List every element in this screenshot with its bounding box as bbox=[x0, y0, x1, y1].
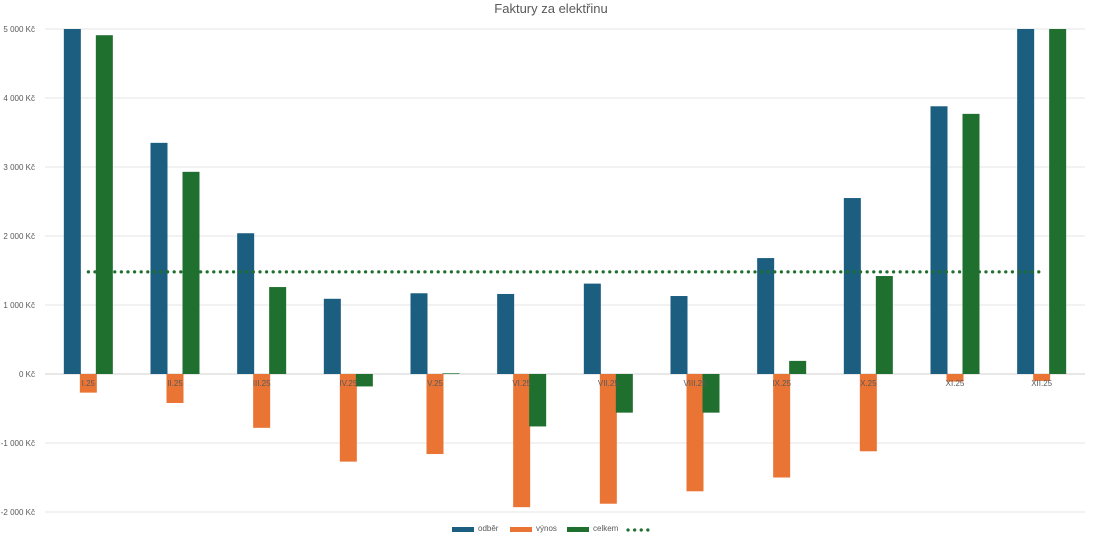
chart-title: Faktury za elektřinu bbox=[494, 1, 607, 16]
bar-celkem-I.25 bbox=[95, 35, 113, 375]
bars bbox=[63, 29, 1067, 508]
bar-výnos-III.25 bbox=[253, 374, 271, 428]
legend-swatch-odběr bbox=[452, 527, 474, 532]
legend-label: celkem bbox=[593, 524, 619, 533]
x-tick-label: II.25 bbox=[167, 379, 183, 388]
y-axis: 5 000 Kč 4 000 Kč 3 000 Kč 2 000 Kč 1 000 Kč… bbox=[1, 25, 35, 517]
bar-odběr-III.25 bbox=[237, 233, 255, 374]
bar-celkem-IV.25 bbox=[355, 374, 373, 387]
bar-výnos-XI.25 bbox=[946, 374, 964, 382]
bar-celkem-V.25 bbox=[442, 373, 460, 374]
legend-swatch-výnos bbox=[510, 527, 532, 532]
bar-odběr-XII.25 bbox=[1017, 29, 1035, 374]
x-tick-label: X.25 bbox=[860, 379, 877, 388]
bar-odběr-I.25 bbox=[63, 29, 81, 374]
bar-odběr-X.25 bbox=[843, 198, 861, 374]
bar-odběr-XI.25 bbox=[930, 106, 948, 374]
x-tick-label: IX.25 bbox=[772, 379, 791, 388]
bar-odběr-VI.25 bbox=[497, 293, 515, 374]
x-tick-label: IV.25 bbox=[339, 379, 357, 388]
bar-odběr-IV.25 bbox=[323, 298, 341, 374]
legend: odběr výnos celkem bbox=[452, 524, 655, 533]
x-tick-label: I.25 bbox=[82, 379, 96, 388]
bar-výnos-V.25 bbox=[426, 374, 444, 455]
bar-celkem-XI.25 bbox=[962, 113, 980, 375]
bar-celkem-VIII.25 bbox=[702, 374, 720, 413]
legend-label: odběr bbox=[478, 524, 499, 533]
x-tick-label: VIII.25 bbox=[683, 379, 707, 388]
bar-výnos-X.25 bbox=[859, 374, 877, 452]
bar-odběr-IX.25 bbox=[757, 258, 775, 374]
y-tick-label: 0 Kč bbox=[19, 370, 35, 379]
y-tick-label: 3 000 Kč bbox=[3, 163, 35, 172]
bar-výnos-VII.25 bbox=[599, 374, 617, 504]
bar-výnos-VI.25 bbox=[513, 374, 531, 508]
bar-odběr-II.25 bbox=[150, 142, 168, 374]
x-tick-label: VI.25 bbox=[512, 379, 531, 388]
bar-celkem-II.25 bbox=[182, 171, 200, 374]
bar-celkem-X.25 bbox=[875, 276, 893, 374]
legend-label: výnos bbox=[536, 524, 557, 533]
y-tick-label: -2 000 Kč bbox=[1, 508, 35, 517]
bar-výnos-II.25 bbox=[166, 374, 184, 403]
x-tick-label: XII.25 bbox=[1031, 379, 1052, 388]
bar-celkem-IX.25 bbox=[789, 360, 807, 374]
bar-výnos-I.25 bbox=[79, 374, 97, 393]
x-tick-label: V.25 bbox=[427, 379, 443, 388]
bar-odběr-VII.25 bbox=[583, 283, 601, 374]
bar-výnos-IV.25 bbox=[339, 374, 357, 462]
gridlines bbox=[45, 28, 1085, 513]
y-tick-label: -1 000 Kč bbox=[1, 439, 35, 448]
x-tick-label: XI.25 bbox=[946, 379, 965, 388]
bar-odběr-VIII.25 bbox=[670, 296, 688, 374]
y-tick-label: 1 000 Kč bbox=[3, 301, 35, 310]
bar-celkem-III.25 bbox=[269, 287, 287, 374]
x-tick-label: VII.25 bbox=[598, 379, 619, 388]
bar-celkem-XII.25 bbox=[1049, 29, 1067, 374]
legend-swatch-celkem bbox=[567, 527, 589, 532]
y-tick-label: 4 000 Kč bbox=[3, 94, 35, 103]
bar-výnos-VIII.25 bbox=[686, 374, 704, 492]
x-axis: I.25 II.25 III.25 IV.25 V.25 VI.25 VII.25 VIII.… bbox=[82, 379, 1053, 388]
bar-celkem-VII.25 bbox=[615, 374, 633, 413]
bar-odběr-V.25 bbox=[410, 293, 428, 374]
x-tick-label: III.25 bbox=[253, 379, 271, 388]
bar-výnos-IX.25 bbox=[773, 374, 791, 478]
y-tick-label: 2 000 Kč bbox=[3, 232, 35, 241]
bar-celkem-VI.25 bbox=[529, 374, 547, 427]
y-tick-label: 5 000 Kč bbox=[3, 25, 35, 34]
bar-výnos-XII.25 bbox=[1033, 374, 1051, 381]
